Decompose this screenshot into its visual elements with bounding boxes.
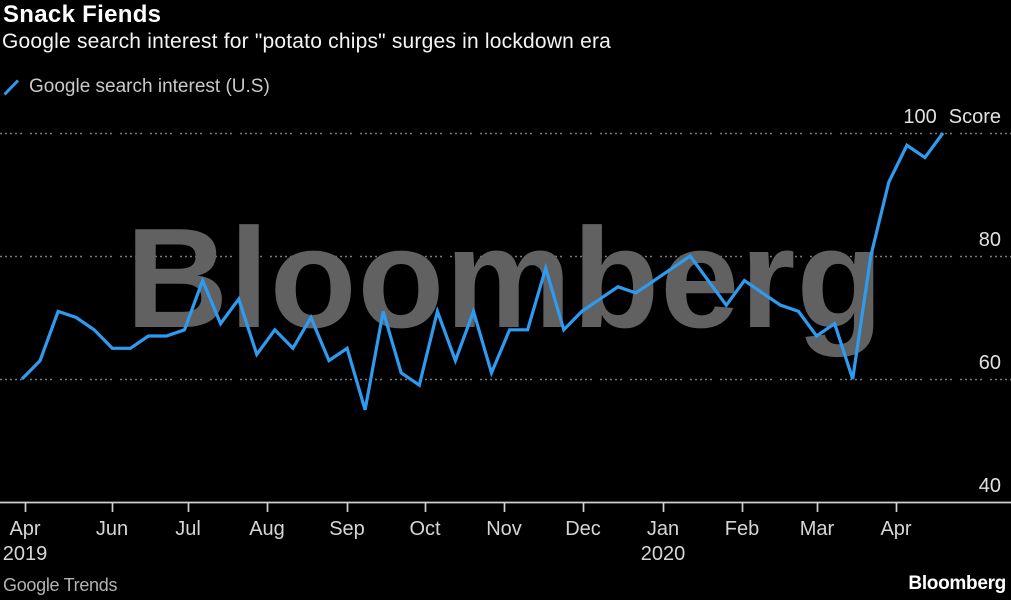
x-tick-label: Nov xyxy=(486,518,522,540)
x-tick-label: Jun xyxy=(95,518,129,540)
x-tick-label: Apr xyxy=(880,518,912,540)
line-series-icon xyxy=(3,78,20,96)
y-tick-label: 40 xyxy=(978,475,1001,497)
x-tick-label: Sep xyxy=(329,518,365,540)
x-tick-label: Apr 2019 xyxy=(2,518,48,565)
chart-subtitle: Google search interest for "potato chips… xyxy=(2,30,612,53)
bloomberg-logo: Bloomberg xyxy=(908,573,1006,594)
x-tick-label: Jan 2020 xyxy=(640,518,686,565)
legend: Google search interest (U.S) xyxy=(3,76,270,98)
watermark-text: Bloomberg xyxy=(126,199,884,358)
x-tick-label: Jul xyxy=(175,518,201,540)
source-credit: Google Trends xyxy=(3,575,118,595)
search-interest-line xyxy=(20,132,945,411)
x-tick-label: Aug xyxy=(249,518,285,540)
x-tick-label: Dec xyxy=(565,518,601,540)
legend-label: Google search interest (U.S) xyxy=(29,76,270,97)
x-tick-label: Mar xyxy=(799,518,835,540)
y-axis-unit: Score xyxy=(948,106,1001,128)
x-tick-label: Feb xyxy=(724,518,760,540)
chart-title: Snack Fiends xyxy=(3,1,162,28)
x-tick-label: Oct xyxy=(409,518,441,540)
y-tick-label: 80 xyxy=(978,229,1001,251)
y-tick-label: 60 xyxy=(978,352,1001,374)
y-tick-label: 100 Score xyxy=(903,106,1001,128)
x-axis xyxy=(0,501,1011,512)
